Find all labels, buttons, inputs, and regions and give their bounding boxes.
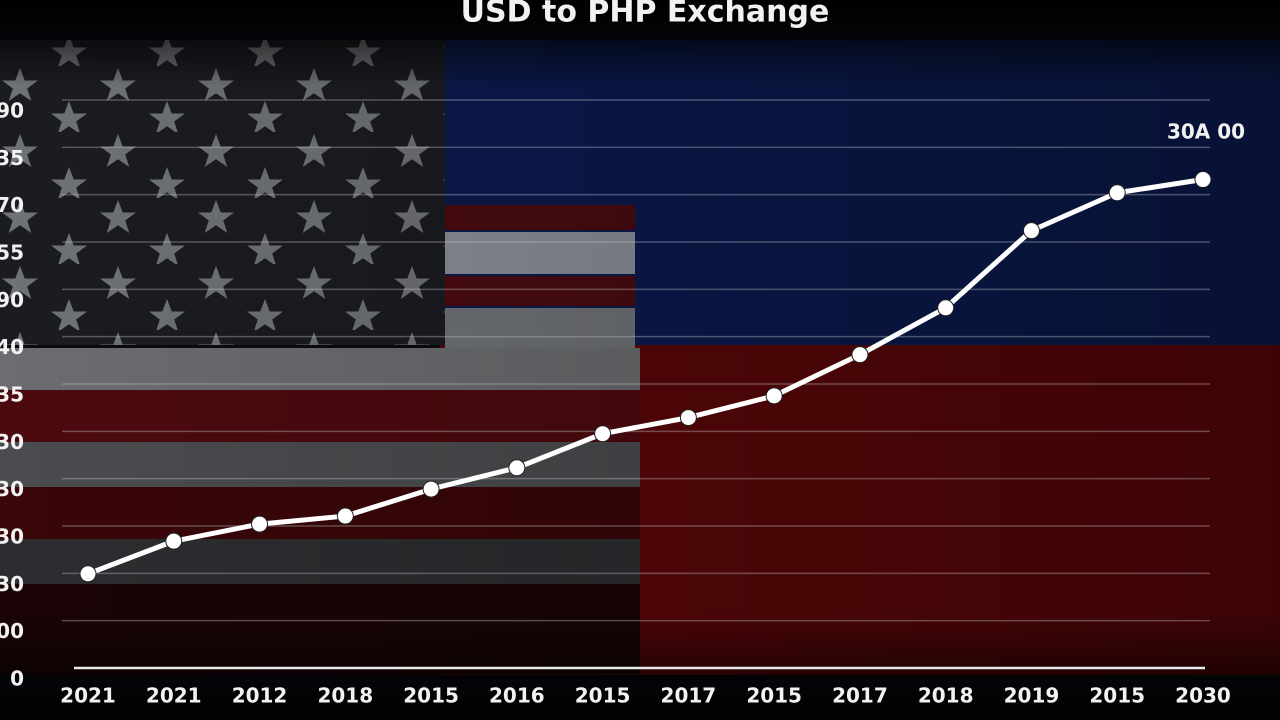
point <box>251 515 269 533</box>
y-tick-label: 40 <box>0 335 24 359</box>
point <box>165 532 183 550</box>
point <box>1108 184 1126 202</box>
y-tick-label: 30 <box>0 430 24 454</box>
x-tick-label: 2019 <box>1004 684 1060 708</box>
y-tick-label: 70 <box>0 193 24 217</box>
point <box>937 299 955 317</box>
chart-title: USD to PHP Exchange <box>461 0 830 30</box>
y-tick-label: 0 <box>10 667 24 691</box>
x-tick-label: 2015 <box>575 684 631 708</box>
y-tick-label: 90 <box>0 288 24 312</box>
point <box>508 459 526 477</box>
y-tick-label: 30 <box>0 525 24 549</box>
x-tick-label: 2021 <box>146 684 202 708</box>
y-tick-label: 90 <box>0 99 24 123</box>
x-tick-label: 2015 <box>1089 684 1145 708</box>
x-tick-label: 2017 <box>661 684 717 708</box>
point <box>765 387 783 405</box>
point <box>679 409 697 427</box>
y-tick-label: 00 <box>0 619 24 643</box>
point <box>79 565 97 583</box>
x-tick-label: 2018 <box>317 684 373 708</box>
line <box>87 177 1204 577</box>
x-tick-label: 2016 <box>489 684 545 708</box>
y-tick-label: 30 <box>0 477 24 501</box>
point <box>594 425 612 443</box>
point <box>1022 222 1040 240</box>
y-tick-label: 30 <box>0 572 24 596</box>
x-tick-label: 2021 <box>60 684 116 708</box>
point <box>422 480 440 498</box>
y-tick-label: 55 <box>0 241 24 265</box>
x-tick-label: 2012 <box>232 684 288 708</box>
x-tick-label: 2015 <box>746 684 802 708</box>
y-tick-label: 35 <box>0 146 24 170</box>
y-tick-label: 35 <box>0 383 24 407</box>
point <box>336 507 354 525</box>
annotation: 30A 00 <box>1167 120 1245 144</box>
x-tick-label: 2017 <box>832 684 888 708</box>
x-tick-label: 2030 <box>1175 684 1231 708</box>
point <box>1194 171 1212 189</box>
x-tick-label: 2018 <box>918 684 974 708</box>
point <box>851 346 869 364</box>
x-tick-label: 2015 <box>403 684 459 708</box>
